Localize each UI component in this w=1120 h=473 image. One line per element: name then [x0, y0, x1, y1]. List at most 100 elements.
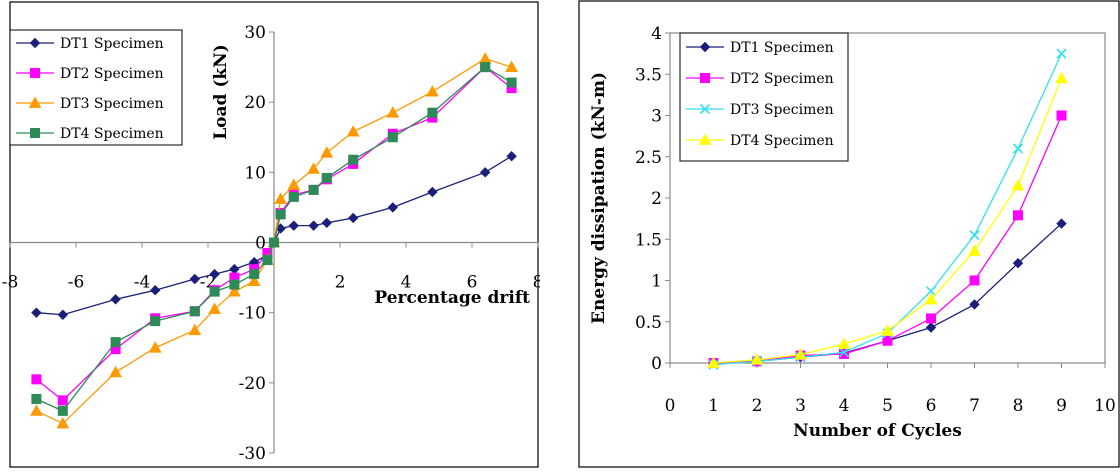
data-point	[1011, 179, 1025, 191]
data-point	[426, 85, 439, 97]
data-point	[109, 365, 122, 378]
series-4	[31, 62, 517, 416]
data-point	[925, 286, 937, 297]
data-point	[228, 285, 241, 297]
data-point	[56, 417, 70, 429]
data-point	[57, 395, 68, 406]
data-point	[57, 405, 68, 416]
data-point	[148, 341, 162, 353]
data-point	[926, 313, 936, 324]
y-tick-label: 1	[651, 272, 662, 292]
y-tick-label: -30	[239, 444, 266, 464]
data-point	[110, 294, 121, 305]
data-point	[274, 192, 287, 204]
data-point	[1055, 71, 1068, 84]
x-tick-label: 0	[665, 396, 676, 416]
legend-marker	[30, 68, 40, 78]
data-point	[838, 347, 850, 358]
x-tick-label: 8	[1013, 396, 1024, 416]
legend-marker	[700, 73, 710, 83]
data-point	[881, 324, 894, 336]
legend-marker	[28, 96, 42, 108]
right-chart-svg: 0 1 2 3 4 5 6 7 8 9 10 0 0.5 1 1.5 2 2.5 3 3.5 4 Number of C…	[578, 0, 1120, 468]
legend-marker	[698, 133, 712, 145]
data-point	[1013, 210, 1023, 221]
x-tick-label: 8	[533, 273, 540, 293]
x-tick-label: 4	[401, 273, 412, 293]
data-point	[386, 106, 400, 118]
data-point	[427, 107, 438, 118]
data-point	[269, 237, 279, 248]
x-tick-label: 2	[752, 396, 763, 416]
data-point	[1056, 48, 1067, 59]
y-tick-label: 0	[255, 234, 266, 254]
data-point	[479, 167, 491, 178]
legend-box	[9, 29, 183, 146]
data-point	[209, 286, 220, 297]
legend-marker	[29, 37, 41, 49]
y-tick-label: 1.5	[635, 230, 662, 250]
legend-marker	[699, 103, 711, 115]
legend-marker	[30, 128, 40, 138]
data-point	[31, 393, 42, 404]
y-tick-label: 4	[651, 24, 662, 44]
legend-label: DT2 Specimen	[60, 66, 164, 82]
data-point	[839, 348, 849, 359]
x-axis-title: Percentage drift	[374, 288, 530, 308]
data-point	[427, 186, 438, 198]
data-point	[247, 274, 261, 286]
data-point	[308, 220, 319, 231]
x-tick-label: 5	[882, 396, 893, 416]
right-chart-frame	[578, 0, 1120, 468]
x-tick-label: 6	[467, 273, 478, 293]
data-point	[506, 150, 517, 162]
data-point	[1056, 218, 1067, 229]
y-tick-label: 2.5	[635, 148, 662, 168]
data-point	[110, 337, 121, 348]
data-point	[707, 356, 720, 368]
y-tick-label: 30	[244, 23, 266, 43]
hysteresis-load-drift-chart: -8 -6 -4 -2 2 4 6 8 -30 -20 -10 0 10 20 30 Percentage d…	[0, 0, 543, 469]
y-tick-label: 3.5	[635, 65, 662, 85]
data-point	[347, 212, 359, 224]
data-point	[307, 162, 320, 174]
data-point	[1012, 257, 1024, 269]
x-tick-label: 2	[335, 273, 346, 293]
data-point	[208, 302, 221, 315]
right-legend: DT1 Specimen DT2 Specimen DT3 Specimen DT4 …	[679, 32, 849, 162]
data-point	[31, 307, 42, 318]
data-point	[149, 285, 161, 296]
x-tick-label: -4	[134, 273, 151, 293]
data-point	[480, 62, 491, 73]
data-point	[288, 191, 299, 202]
data-point	[150, 316, 161, 327]
series-4	[707, 71, 1068, 368]
data-point	[275, 209, 286, 220]
legend-label: DT4 Specimen	[730, 133, 834, 149]
data-point	[188, 323, 202, 336]
x-tick-label: -8	[2, 273, 19, 293]
data-point	[1012, 143, 1024, 154]
data-point	[189, 306, 200, 317]
legend-label: DT3 Specimen	[60, 96, 164, 112]
legend-label: DT3 Specimen	[730, 102, 834, 118]
y-tick-label: 0	[651, 354, 662, 374]
x-tick-label: 10	[1094, 396, 1116, 416]
data-point	[968, 244, 981, 256]
y-tick-label: -10	[239, 304, 266, 324]
data-point	[229, 279, 240, 290]
data-point	[924, 292, 938, 305]
x-tick-label: 9	[1056, 396, 1067, 416]
y-tick-label: 3	[651, 107, 662, 127]
data-point	[387, 202, 399, 213]
data-point	[31, 374, 42, 385]
legend-label: DT1 Specimen	[730, 40, 834, 56]
legend-label: DT2 Specimen	[730, 71, 834, 87]
x-axis-title: Number of Cycles	[793, 421, 962, 441]
data-point	[320, 146, 334, 158]
data-point	[57, 309, 69, 320]
legend-label: DT1 Specimen	[60, 36, 164, 52]
data-point	[321, 172, 332, 183]
data-point	[506, 77, 517, 88]
